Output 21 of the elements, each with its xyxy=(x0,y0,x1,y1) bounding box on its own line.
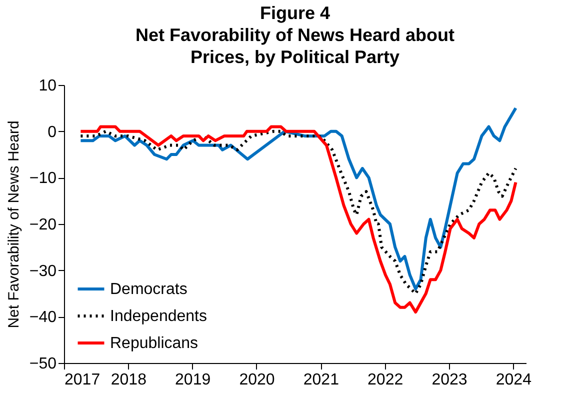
x-tick-label: 2022 xyxy=(368,372,404,388)
x-tick-label: 2024 xyxy=(496,372,532,388)
y-tick-label: −50 xyxy=(29,356,57,372)
legend-label: Independents xyxy=(110,308,207,325)
y-axis-title: Net Favorability of News Heard xyxy=(5,120,22,328)
x-tick-label: 2021 xyxy=(303,372,340,388)
x-tick-label: 2023 xyxy=(432,372,468,388)
legend-label: Republicans xyxy=(110,335,198,352)
y-tick-label: 0 xyxy=(48,124,57,141)
x-tick-label: 2017 xyxy=(64,372,100,388)
chart-subtitle: Net Favorability of News Heard about Prices, by Political Party xyxy=(135,25,455,67)
x-tick-label: 2018 xyxy=(110,372,147,388)
y-tick-label: −20 xyxy=(29,216,57,234)
x-tick-label: 2020 xyxy=(239,372,275,388)
x-tick-label: 2019 xyxy=(175,372,211,388)
y-tick-label: −30 xyxy=(29,262,57,280)
y-tick-label: −10 xyxy=(29,170,57,188)
chart-title: Figure 4 xyxy=(260,3,330,23)
y-tick-label: 10 xyxy=(38,78,57,94)
y-tick-label: −40 xyxy=(29,309,57,326)
legend-label: Democrats xyxy=(110,281,188,298)
